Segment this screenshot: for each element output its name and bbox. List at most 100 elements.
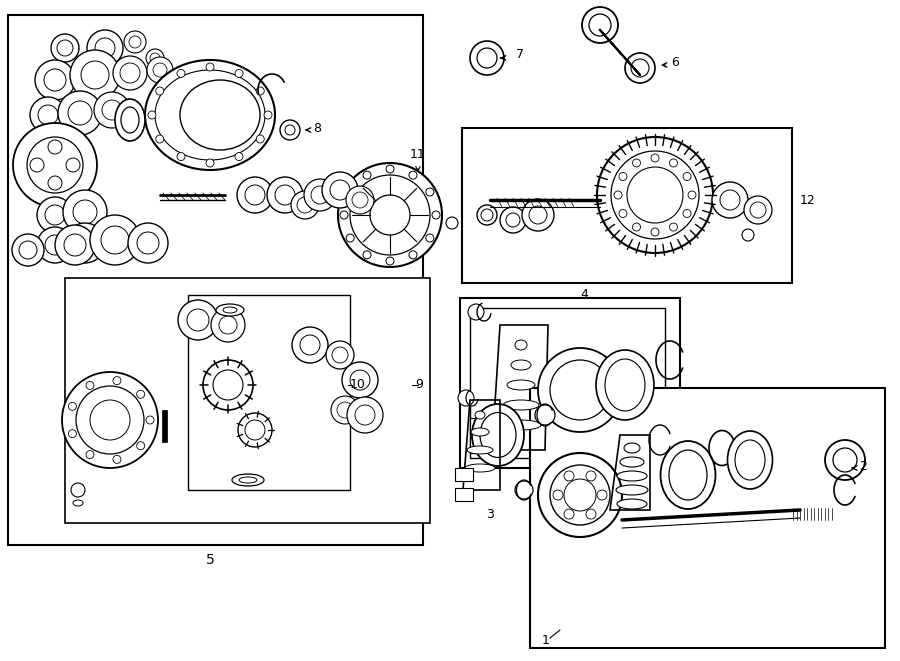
Ellipse shape <box>620 457 644 467</box>
Circle shape <box>148 111 156 119</box>
Circle shape <box>670 223 678 231</box>
Circle shape <box>338 163 442 267</box>
Ellipse shape <box>605 359 645 411</box>
Circle shape <box>129 36 141 48</box>
Circle shape <box>219 316 237 334</box>
Ellipse shape <box>735 440 765 480</box>
Circle shape <box>619 210 627 217</box>
Circle shape <box>62 372 158 468</box>
Bar <box>470 438 490 453</box>
Circle shape <box>564 471 574 481</box>
Circle shape <box>332 347 348 363</box>
Circle shape <box>515 481 533 499</box>
Circle shape <box>30 97 66 133</box>
Circle shape <box>65 223 105 263</box>
Circle shape <box>330 180 350 200</box>
Circle shape <box>156 135 164 143</box>
Circle shape <box>446 217 458 229</box>
Circle shape <box>300 335 320 355</box>
Circle shape <box>147 57 173 83</box>
Circle shape <box>291 191 319 219</box>
Ellipse shape <box>145 60 275 170</box>
Circle shape <box>688 191 696 199</box>
Bar <box>8 15 423 545</box>
Text: 2: 2 <box>859 459 867 473</box>
Circle shape <box>275 185 295 205</box>
Circle shape <box>137 390 145 399</box>
Circle shape <box>631 59 649 77</box>
Text: 5: 5 <box>205 553 214 567</box>
Text: 6: 6 <box>671 56 679 69</box>
Text: 7: 7 <box>516 48 524 61</box>
Ellipse shape <box>239 477 257 483</box>
Circle shape <box>55 225 95 265</box>
Circle shape <box>71 483 85 497</box>
Bar <box>470 308 665 458</box>
Circle shape <box>720 190 740 210</box>
Circle shape <box>81 61 109 89</box>
Bar <box>460 298 680 468</box>
Circle shape <box>370 195 410 235</box>
Circle shape <box>342 362 378 398</box>
Circle shape <box>522 199 554 231</box>
Circle shape <box>346 188 355 196</box>
Ellipse shape <box>511 360 531 370</box>
Circle shape <box>297 197 313 213</box>
Circle shape <box>27 137 83 193</box>
Circle shape <box>683 210 691 217</box>
Circle shape <box>177 153 185 161</box>
Circle shape <box>363 251 371 259</box>
Ellipse shape <box>480 412 516 457</box>
Circle shape <box>178 300 218 340</box>
Circle shape <box>311 186 329 204</box>
Ellipse shape <box>465 464 495 472</box>
Circle shape <box>206 63 214 71</box>
Text: 10: 10 <box>350 379 366 391</box>
Text: 9: 9 <box>415 379 423 391</box>
Text: 4: 4 <box>580 288 588 301</box>
Circle shape <box>58 91 102 135</box>
Ellipse shape <box>617 471 647 481</box>
Circle shape <box>500 207 526 233</box>
Circle shape <box>340 211 348 219</box>
Circle shape <box>538 348 622 432</box>
Circle shape <box>245 185 265 205</box>
Circle shape <box>95 38 115 58</box>
Bar <box>530 388 885 648</box>
Circle shape <box>213 370 243 400</box>
Circle shape <box>256 87 265 95</box>
Circle shape <box>477 48 497 68</box>
Circle shape <box>651 228 659 236</box>
Circle shape <box>68 430 76 438</box>
Circle shape <box>12 234 44 266</box>
Ellipse shape <box>503 400 539 410</box>
Ellipse shape <box>501 420 541 430</box>
Ellipse shape <box>661 441 716 509</box>
Circle shape <box>37 197 73 233</box>
Circle shape <box>625 53 655 83</box>
Circle shape <box>146 416 154 424</box>
Circle shape <box>742 229 754 241</box>
Circle shape <box>235 69 243 77</box>
Ellipse shape <box>155 70 265 160</box>
Circle shape <box>627 167 683 223</box>
Circle shape <box>744 196 772 224</box>
Ellipse shape <box>216 304 244 316</box>
Circle shape <box>187 309 209 331</box>
Circle shape <box>113 56 147 90</box>
Circle shape <box>267 177 303 213</box>
Circle shape <box>146 49 164 67</box>
Circle shape <box>589 14 611 36</box>
Circle shape <box>825 440 865 480</box>
Circle shape <box>57 40 73 56</box>
Circle shape <box>120 63 140 83</box>
Ellipse shape <box>467 446 493 454</box>
Circle shape <box>553 490 563 500</box>
Circle shape <box>264 111 272 119</box>
Circle shape <box>347 397 383 433</box>
Circle shape <box>45 205 65 225</box>
Circle shape <box>833 448 857 472</box>
Circle shape <box>350 175 430 255</box>
Circle shape <box>203 360 253 410</box>
Circle shape <box>44 69 66 91</box>
